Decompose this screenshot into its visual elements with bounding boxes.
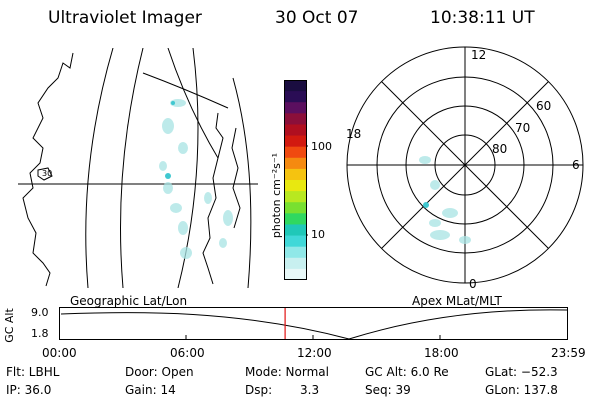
mlat-label-80: 80 <box>492 142 507 156</box>
polar-plot-label: Apex MLat/MLT <box>412 294 502 308</box>
time-tick-4: 23:59 <box>551 346 586 360</box>
colorbar-segment <box>284 91 307 103</box>
observation-time: 10:38:11 UT <box>430 8 535 28</box>
colorbar-segment <box>284 113 307 125</box>
mlt-label-18: 18 <box>346 127 361 141</box>
mode-status: Mode: Normal <box>245 365 329 379</box>
geo-latitude-status: GLat: −52.3 <box>485 365 558 379</box>
colorbar-unit-label: photon cm⁻²s⁻¹ <box>270 152 284 239</box>
colorbar-segment <box>284 180 307 192</box>
gain-status: Gain: 14 <box>125 383 176 397</box>
geo-longitude-status: GLon: 137.8 <box>485 383 558 397</box>
colorbar-segment <box>284 268 307 280</box>
door-status: Door: Open <box>125 365 194 379</box>
colorbar-segment <box>284 235 307 248</box>
colorbar-segment <box>284 191 307 203</box>
orbit-altitude-timeline <box>59 307 568 340</box>
timeline-y-min: 1.8 <box>31 327 49 340</box>
colorbar <box>284 80 308 280</box>
colorbar-segment <box>284 213 307 225</box>
time-tick-3: 18:00 <box>424 346 459 360</box>
colorbar-tick-10: 10 <box>311 228 325 241</box>
dsp-label: Dsp: <box>245 383 273 397</box>
timeline-y-max: 9.0 <box>31 306 49 319</box>
geo-map-label: Geographic Lat/Lon <box>70 294 188 308</box>
colorbar-segment <box>284 224 307 237</box>
colorbar-segment <box>284 146 307 159</box>
colorbar-segment <box>284 124 307 137</box>
colorbar-segment <box>284 135 307 148</box>
mlt-label-6: 6 <box>572 158 580 172</box>
colorbar-segment <box>284 157 307 170</box>
mlat-label-60: 60 <box>536 99 551 113</box>
time-tick-2: 12:00 <box>297 346 332 360</box>
colorbar-segment <box>284 257 307 270</box>
colorbar-segment <box>284 168 307 181</box>
mlt-label-12: 12 <box>471 48 486 62</box>
gc-alt-status: GC Alt: 6.0 Re <box>365 365 449 379</box>
filter-status: Flt: LBHL <box>6 365 60 379</box>
timeline-axis-label: GC Alt <box>2 308 16 343</box>
dsp-value: 3.3 <box>300 383 320 397</box>
colorbar-segment <box>284 102 307 114</box>
mlt-label-0: 0 <box>469 277 477 290</box>
colorbar-segment <box>284 246 307 259</box>
colorbar-tick-100: 100 <box>311 140 332 153</box>
time-tick-0: 00:00 <box>42 346 77 360</box>
ip-status: IP: 36.0 <box>6 383 52 397</box>
geographic-map: 30 <box>18 48 258 288</box>
observation-date: 30 Oct 07 <box>275 8 359 28</box>
time-tick-1: 06:00 <box>170 346 205 360</box>
colorbar-segment <box>284 80 307 92</box>
mlat-label-70: 70 <box>515 121 530 135</box>
lat-tick-label: 30 <box>42 169 52 178</box>
app-title: Ultraviolet Imager <box>48 8 202 28</box>
sequence-status: Seq: 39 <box>365 383 411 397</box>
colorbar-segment <box>284 202 307 214</box>
polar-plot: 12 18 6 0 60 70 80 <box>346 46 584 290</box>
